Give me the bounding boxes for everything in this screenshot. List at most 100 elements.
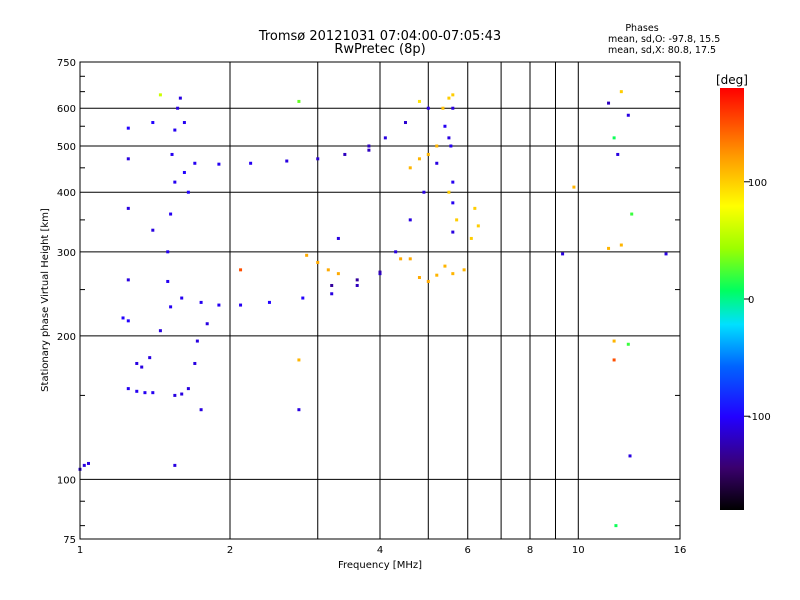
data-point (607, 246, 611, 250)
data-point (455, 218, 459, 222)
data-point (173, 128, 177, 132)
data-point (199, 300, 203, 304)
data-point (408, 257, 412, 261)
data-point (121, 316, 125, 320)
data-point (447, 136, 451, 140)
data-point (126, 206, 130, 210)
data-point (316, 157, 320, 161)
x-tick-label: 6 (465, 545, 471, 556)
data-point (148, 356, 152, 360)
y-tick-label: 200 (57, 332, 76, 343)
data-point (166, 279, 170, 283)
data-point (367, 148, 371, 152)
data-point (626, 113, 630, 117)
colorbar-ticks: 100 0 -100 (744, 178, 771, 423)
y-tick-label: 400 (57, 188, 76, 199)
data-point (135, 389, 139, 393)
chart-subtitle: RwPretec (8p) (334, 42, 425, 57)
data-point (186, 190, 190, 194)
data-point (180, 392, 184, 396)
x-tick-label: 10 (572, 545, 585, 556)
data-point (422, 190, 426, 194)
data-point (126, 278, 130, 282)
data-point (305, 253, 309, 257)
x-tick-label: 16 (674, 545, 687, 556)
data-point (343, 152, 347, 156)
data-point (664, 252, 668, 256)
data-point (151, 228, 155, 232)
data-point (399, 257, 403, 261)
data-point (417, 99, 421, 103)
data-point (451, 230, 455, 234)
data-point (239, 303, 243, 307)
data-point (417, 157, 421, 161)
data-point (451, 272, 455, 276)
colorbar-tick-label: 100 (748, 178, 767, 189)
data-point (199, 408, 203, 412)
data-point (607, 101, 611, 105)
data-point (447, 96, 451, 100)
data-point (173, 180, 177, 184)
data-point (443, 124, 447, 128)
data-point (417, 276, 421, 280)
phases-header: Phases (625, 23, 658, 34)
data-point (140, 365, 144, 369)
colorbar-tick-label: -100 (748, 412, 771, 423)
data-point (126, 157, 130, 161)
y-tick-label: 750 (57, 58, 76, 69)
data-point (451, 93, 455, 97)
data-point (561, 252, 565, 256)
data-point (383, 136, 387, 140)
phases-stat-x: mean, sd,X: 80.8, 17.5 (608, 45, 716, 56)
data-point (173, 393, 177, 397)
data-point (614, 524, 618, 528)
data-point (267, 300, 271, 304)
data-point (239, 268, 243, 272)
data-point (616, 152, 620, 156)
data-point (435, 161, 439, 165)
data-point (630, 212, 634, 216)
data-point (473, 206, 477, 210)
colorbar (720, 88, 744, 510)
data-points (78, 90, 668, 528)
data-point (217, 162, 221, 166)
data-point (426, 279, 430, 283)
data-point (330, 283, 334, 287)
data-point (169, 305, 173, 309)
data-point (180, 296, 184, 300)
data-point (572, 185, 576, 189)
data-point (151, 121, 155, 125)
y-tick-label: 500 (57, 142, 76, 153)
y-tick-label: 75 (63, 535, 76, 546)
data-point (612, 339, 616, 343)
y-tick-label: 300 (57, 248, 76, 259)
data-point (469, 236, 473, 240)
data-point (447, 190, 451, 194)
data-point (126, 319, 130, 323)
data-point (297, 408, 301, 412)
data-point (217, 303, 221, 307)
x-tick-label: 2 (227, 545, 233, 556)
data-point (205, 322, 209, 326)
axis-ticks: 1 2 4 6 8 10 16 75 100 200 300 400 500 600 750 (57, 58, 686, 556)
chart-title: Tromsø 20121031 07:04:00-07:05:43 (258, 29, 501, 44)
data-point (135, 361, 139, 365)
plot-frame (79, 61, 681, 540)
data-point (326, 268, 330, 272)
data-point (449, 144, 453, 148)
data-point (451, 180, 455, 184)
x-tick-label: 8 (527, 545, 533, 556)
data-point (297, 358, 301, 362)
data-point (297, 99, 301, 103)
data-point (476, 224, 480, 228)
data-point (378, 270, 382, 274)
data-point (193, 161, 197, 165)
data-point (86, 461, 90, 465)
data-point (435, 273, 439, 277)
data-point (182, 121, 186, 125)
data-point (403, 121, 407, 125)
data-point (355, 283, 359, 287)
data-point (186, 387, 190, 391)
data-point (195, 339, 199, 343)
